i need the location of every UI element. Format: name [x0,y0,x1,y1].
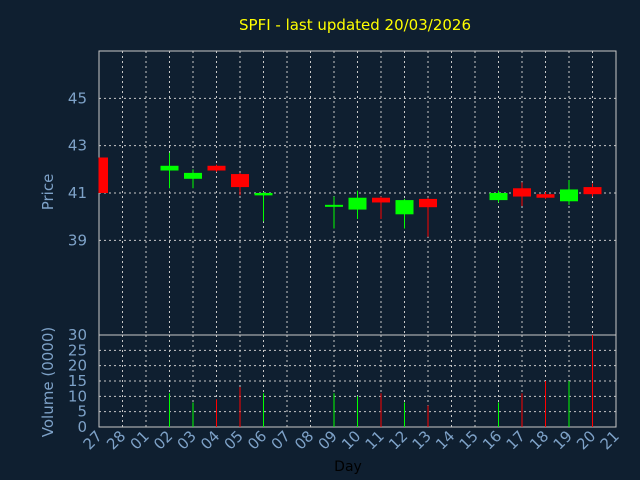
x-tick-label: 06 [244,427,270,453]
price-axis-label: Price [39,174,57,211]
x-tick-label: 04 [197,427,223,453]
volume-tick-label: 30 [68,326,87,344]
candle-body [395,200,414,215]
candle [536,191,555,199]
x-tick-label: 28 [103,427,129,453]
volume-axis-label: Volume (0000) [39,327,57,437]
candle [395,198,414,229]
x-tick-label: 08 [291,427,317,453]
volume-tick-label: 25 [68,341,87,359]
candle [207,164,226,172]
candle-body [184,172,202,179]
x-tick-label: 03 [174,427,200,453]
candle [583,183,602,197]
candle [184,169,202,189]
volume-tick-label: 10 [68,387,87,405]
candle-body [560,189,578,202]
x-tick-label: 13 [409,427,435,453]
candle-body [583,187,602,195]
candle [254,191,273,222]
candle [160,152,179,189]
candle-body [231,174,249,188]
x-tick-label: 16 [479,427,505,453]
candle [348,190,367,220]
x-tick-label: 01 [127,427,153,453]
chart-title: SPFI - last updated 20/03/2026 [239,16,471,34]
x-tick-label: 15 [456,427,482,453]
x-tick-label: 02 [150,427,176,453]
x-tick-label: 09 [315,427,341,453]
candle [325,196,343,229]
price-panel: 39 41 43 45 [68,50,617,336]
candle-body [348,197,367,210]
x-tick-label: 10 [338,427,364,453]
candle-body [207,165,226,171]
price-tick-label: 39 [68,231,87,249]
price-tick-label: 43 [68,137,87,155]
price-tick-label: 45 [68,89,87,107]
candle [98,157,108,193]
x-tick-label: 12 [385,427,411,453]
x-tick-label: 21 [597,427,623,453]
candle-body [254,193,273,196]
x-tick-label: 17 [503,427,529,453]
x-tick-label: 11 [362,427,388,453]
candle [419,197,437,237]
candle-body [99,157,108,193]
volume-tick-label: 20 [68,357,87,375]
candle-body [419,198,437,208]
x-tick-label: 05 [221,427,247,453]
x-axis-label: Day [334,459,362,475]
candle-body [325,204,343,207]
candle [489,190,508,203]
candle [513,182,531,207]
x-tick-label: 14 [432,427,458,453]
candle [372,196,390,220]
candle-body [513,188,531,197]
candle-body [489,193,508,201]
price-tick-label: 41 [68,184,87,202]
x-tick-label: 18 [526,427,552,453]
volume-tick-label: 15 [68,372,87,390]
x-tick-label: 20 [573,427,599,453]
candle-body [536,194,555,198]
x-axis: 2728010203040506070809101112131415161718… [80,427,623,453]
candle [231,172,249,196]
volume-tick-label: 5 [77,403,87,421]
candle-body [160,165,179,171]
candle-body [372,197,390,203]
candle [560,179,578,205]
x-tick-label: 07 [268,427,294,453]
volume-tick-label: 0 [77,418,87,436]
x-tick-label: 19 [550,427,576,453]
